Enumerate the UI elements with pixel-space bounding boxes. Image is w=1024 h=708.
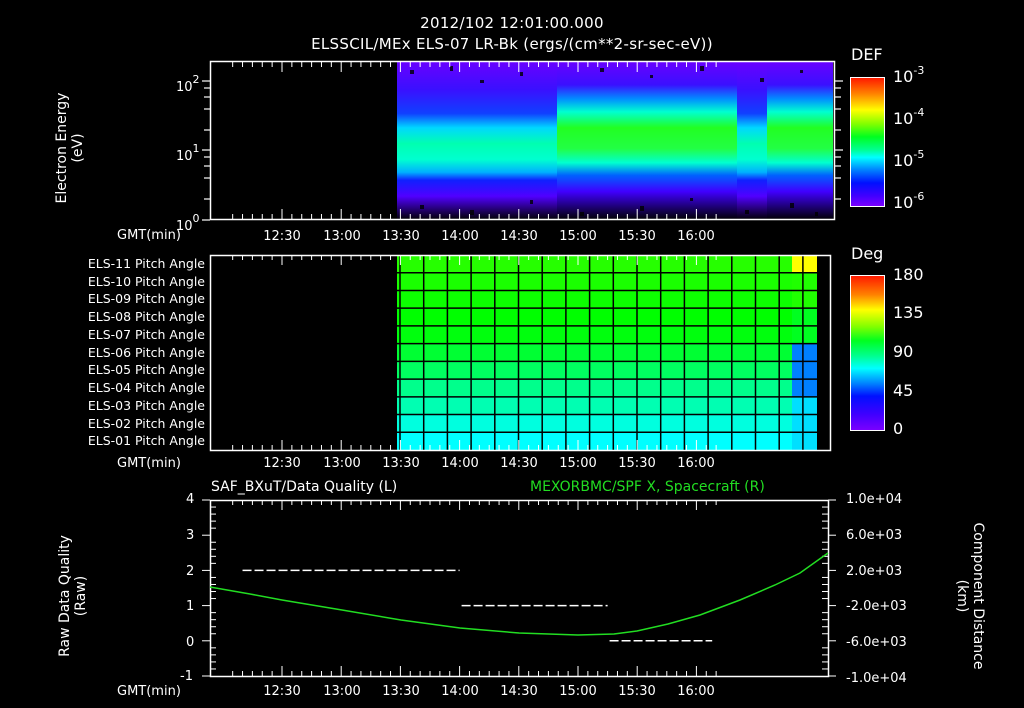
def-tick-3: 10-5 — [893, 148, 925, 170]
pitch-angle-panel: ELS-11 Pitch Angle ELS-10 Pitch Angle ELS-… — [0, 240, 1024, 471]
xtick: 14:00 — [441, 456, 479, 471]
pitch-angle-row-label: ELS-07 Pitch Angle — [87, 326, 205, 342]
quality-label-line1: Raw Data Quality — [57, 535, 73, 657]
distance-axis-label: Component Distance (km) — [954, 511, 986, 681]
quality-axis-label: Raw Data Quality (Raw) — [57, 526, 89, 666]
line-plot-canvas — [202, 499, 836, 678]
ytick-left: 3 — [186, 528, 195, 543]
xtick: 14:30 — [500, 456, 538, 471]
xtick: 15:00 — [559, 684, 597, 699]
gmt-axis-label-3: GMT(min) — [117, 684, 181, 699]
pitch-angle-row-label: ELS-04 Pitch Angle — [87, 380, 205, 396]
ytick-left: -1 — [180, 669, 193, 684]
xtick: 13:00 — [323, 684, 361, 699]
ytick-right: -2.0e+03 — [846, 599, 907, 614]
gmt-axis-label-1: GMT(min) — [117, 228, 181, 243]
pitch-angle-row-label: ELS-01 Pitch Angle — [87, 433, 205, 449]
distance-label-line1: Component Distance — [970, 522, 986, 670]
xtick: 15:30 — [618, 684, 656, 699]
def-tick-1: 10-3 — [893, 64, 925, 86]
xtick: 15:00 — [559, 456, 597, 471]
pitch-angle-canvas — [209, 254, 832, 452]
xtick: 16:00 — [677, 456, 715, 471]
spectrogram-canvas — [202, 60, 843, 221]
energy-spectrogram-panel: 102 101 100 Electron Energy (eV) GMT(min… — [0, 0, 1024, 243]
deg-tick-135: 135 — [893, 303, 924, 322]
xtick: 13:00 — [323, 229, 361, 244]
energy-axis-label: Electron Energy (eV) — [54, 78, 86, 218]
deg-tick-45: 45 — [893, 381, 914, 400]
pitch-angle-row-label: ELS-11 Pitch Angle — [87, 256, 205, 271]
deg-colorbar-title: Deg — [851, 244, 884, 263]
quality-distance-panel: SAF_BXuT/Data Quality (L) MEXORBMC/SPF X… — [0, 470, 1024, 708]
ytick-right: -1.0e+04 — [846, 671, 907, 686]
deg-tick-90: 90 — [893, 342, 914, 361]
pitch-angle-row-label: ELS-02 Pitch Angle — [87, 415, 205, 431]
plot-timestamp: 2012/102 12:01:00.000 — [420, 14, 604, 32]
xtick: 13:00 — [323, 456, 361, 471]
def-tick-4: 10-6 — [893, 190, 925, 212]
pitch-angle-row-label: ELS-05 Pitch Angle — [87, 362, 205, 378]
xtick: 15:30 — [618, 229, 656, 244]
ytick-left: 0 — [186, 635, 195, 650]
xtick: 15:00 — [559, 229, 597, 244]
ytick-right: 6.0e+03 — [846, 528, 903, 543]
pitch-angle-row-label: ELS-03 Pitch Angle — [87, 397, 205, 413]
energy-label-line1: Electron Energy — [54, 92, 70, 204]
ytick-right: -6.0e+03 — [846, 635, 907, 650]
deg-tick-180: 180 — [893, 265, 924, 284]
deg-tick-0: 0 — [893, 419, 904, 438]
def-colorbar-title: DEF — [851, 45, 883, 64]
ytick-right: 1.0e+04 — [846, 492, 903, 507]
pitch-angle-row-label: ELS-10 Pitch Angle — [87, 273, 205, 289]
ytick-1e1: 101 — [176, 142, 200, 164]
ytick-right: 2.0e+03 — [846, 564, 903, 579]
xtick: 16:00 — [677, 229, 715, 244]
distance-label-line2: (km) — [954, 579, 970, 613]
pitch-angle-row-label: ELS-08 Pitch Angle — [87, 309, 205, 325]
def-tick-2: 10-4 — [893, 106, 925, 128]
energy-label-line2: (eV) — [70, 133, 86, 163]
xtick: 13:30 — [382, 456, 420, 471]
left-series-title: SAF_BXuT/Data Quality (L) — [211, 479, 398, 495]
xtick: 14:00 — [441, 229, 479, 244]
ytick-1e2: 102 — [176, 73, 200, 95]
ytick-left: 1 — [186, 599, 195, 614]
right-series-title: MEXORBMC/SPF X, Spacecraft (R) — [530, 479, 765, 495]
xtick: 12:30 — [263, 684, 301, 699]
xtick: 14:30 — [500, 684, 538, 699]
quality-label-line2: (Raw) — [73, 575, 89, 617]
xtick: 13:30 — [382, 684, 420, 699]
xtick: 13:30 — [382, 229, 420, 244]
xtick: 15:30 — [618, 456, 656, 471]
xtick: 14:00 — [441, 684, 479, 699]
ytick-left: 2 — [186, 564, 195, 579]
xtick: 12:30 — [263, 229, 301, 244]
xtick: 16:00 — [677, 684, 715, 699]
plot-subtitle: ELSSCIL/MEx ELS-07 LR-Bk (ergs/(cm**2-sr… — [311, 35, 713, 53]
deg-colorbar — [850, 275, 885, 431]
gmt-axis-label-2: GMT(min) — [117, 456, 181, 471]
xtick: 14:30 — [500, 229, 538, 244]
def-colorbar — [850, 77, 885, 207]
pitch-angle-row-label: ELS-09 Pitch Angle — [87, 291, 205, 307]
ytick-1e0: 100 — [176, 212, 200, 234]
pitch-angle-row-label: ELS-06 Pitch Angle — [87, 344, 205, 360]
xtick: 12:30 — [263, 456, 301, 471]
ytick-left: 4 — [186, 492, 195, 507]
